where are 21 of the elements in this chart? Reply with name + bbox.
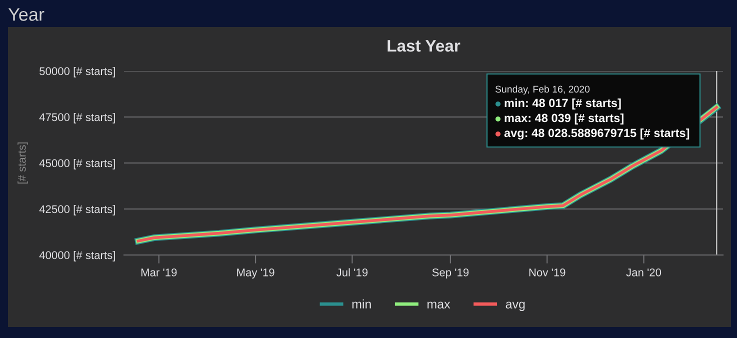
text: Year [8, 8, 44, 21]
legend-label: min [352, 299, 371, 308]
y-axis-title: [# starts] [18, 142, 28, 184]
y-tick-label: 40000 [# starts] [39, 250, 115, 262]
annotation: max: 48 039 [# starts] [504, 114, 624, 124]
y-tick-label: 47500 [# starts] [39, 112, 115, 124]
x-tick-label: Mar '19 [141, 268, 177, 276]
y-tick-label: 50000 [# starts] [40, 66, 115, 78]
annotation: min: 48 017 [# starts] [504, 98, 621, 110]
x-tick-label: Nov '19 [529, 268, 566, 276]
x-tick-label: Jan '20 [626, 268, 662, 276]
x-tick-label: Sep '19 [432, 268, 469, 279]
legend-label: avg [506, 302, 525, 312]
y-tick-label: 42500 [# starts] [39, 204, 115, 216]
chart-title: Last Year [388, 40, 460, 52]
y-tick-label: 45000 [# starts] [39, 158, 115, 170]
x-tick-label: May '19 [237, 268, 274, 279]
legend-label: max [428, 302, 450, 309]
annotation: avg: 48 028.5889679715 [# starts] [504, 128, 690, 140]
x-tick-label: Jul '19 [336, 268, 368, 276]
annotation: Sunday, Feb 16, 2020 [495, 85, 590, 95]
